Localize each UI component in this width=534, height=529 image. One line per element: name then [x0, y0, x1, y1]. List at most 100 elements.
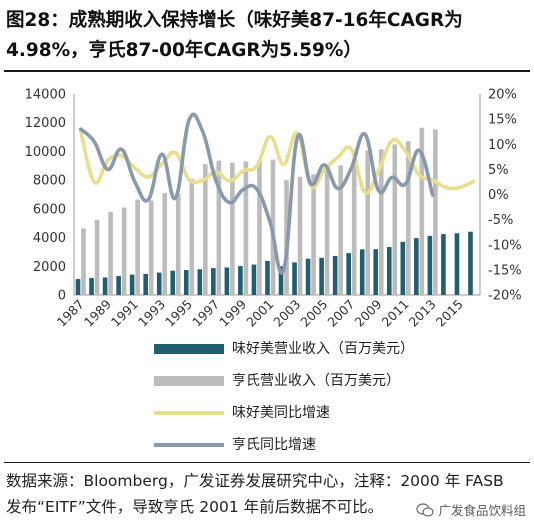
y-right-tick-label: 5% — [488, 163, 509, 178]
x-tick-label: 1997 — [189, 297, 222, 330]
x-tick-label: 2001 — [243, 297, 276, 330]
bar-mccormick-revenue-2012 — [414, 238, 419, 295]
y-right-tick-label: -10% — [488, 238, 522, 253]
bar-mccormick-revenue-1998 — [224, 267, 230, 295]
y-left-tick-label: 10000 — [25, 145, 66, 160]
y-right-tick-label: 20% — [488, 88, 517, 103]
bar-heinz-revenue-1991 — [135, 199, 140, 295]
y-right-tick-label: -5% — [488, 213, 513, 228]
title-rule — [4, 70, 530, 72]
legend-label-mccormick-growth: 味好美同比增速 — [232, 405, 330, 421]
bar-heinz-revenue-2004 — [311, 174, 316, 295]
bar-heinz-revenue-2008 — [365, 150, 371, 295]
y-left-tick-label: 6000 — [33, 202, 66, 217]
bar-mccormick-revenue-2008 — [359, 249, 365, 295]
x-tick-label: 2005 — [297, 297, 330, 330]
y-right-tick-label: 15% — [488, 113, 517, 128]
bar-mccormick-revenue-2013 — [427, 235, 433, 295]
bar-heinz-revenue-1990 — [121, 207, 127, 295]
y-right-tick-label: 10% — [488, 138, 517, 153]
x-tick-label: 2013 — [406, 297, 439, 330]
bar-mccormick-revenue-2003 — [292, 262, 297, 295]
bar-mccormick-revenue-2000 — [251, 264, 257, 295]
bar-heinz-revenue-1994 — [175, 193, 181, 295]
bar-mccormick-revenue-2002 — [278, 266, 284, 295]
figure-title-line1: 图28：成熟期收入保持增长（味好美87-16年CAGR为 — [6, 10, 463, 31]
combo-chart: 0 2000 4000 6000 8000 10000 12000 14000 -20% -15%… — [25, 88, 522, 330]
source-line2: 发布“EITF”文件，导致亨氏 2001 年前后数据不可比。 — [6, 498, 384, 516]
bar-mccormick-revenue-2005 — [319, 257, 324, 295]
legend-swatch-heinz-growth — [154, 443, 224, 447]
bar-heinz-revenue-1987 — [81, 228, 86, 295]
bar-heinz-revenue-2012 — [419, 127, 425, 295]
bar-mccormick-revenue-2001 — [265, 260, 270, 295]
bar-heinz-revenue-1998 — [230, 162, 235, 295]
bar-heinz-revenue-2000 — [257, 160, 262, 295]
source-note: 数据来源：Bloomberg，广发证券发展研究中心，注释：2000 年 FASB… — [6, 468, 530, 520]
source-line1: 数据来源：Bloomberg，广发证券发展研究中心，注释：2000 年 FASB — [6, 472, 504, 490]
chart-axes — [73, 94, 481, 296]
bar-mccormick-revenue-1989 — [102, 277, 108, 295]
bar-mccormick-revenue-2014 — [441, 234, 446, 295]
x-tick-label: 1993 — [135, 297, 168, 330]
bar-heinz-revenue-1996 — [203, 164, 208, 295]
legend-label-mccormick-revenue: 味好美营业收入（百万美元） — [232, 341, 414, 357]
bar-mccormick-revenue-1988 — [89, 278, 94, 295]
bar-mccormick-revenue-1990 — [116, 276, 121, 295]
bar-heinz-revenue-2011 — [406, 141, 411, 295]
line-heinz-growth — [78, 112, 435, 275]
figure-title-line2: 4.98%，亨氏87-00年CAGR为5.59%） — [6, 40, 362, 61]
legend-swatch-mccormick-growth — [154, 411, 224, 415]
bar-heinz-revenue-2003 — [297, 176, 303, 295]
y-left-tick-label: 12000 — [25, 116, 66, 131]
bar-mccormick-revenue-1992 — [143, 273, 148, 295]
legend-swatch-heinz-revenue — [154, 376, 224, 386]
bar-mccormick-revenue-2004 — [305, 258, 311, 295]
bar-mccormick-revenue-1994 — [170, 270, 176, 295]
x-tick-label: 2011 — [379, 297, 412, 330]
bar-mccormick-revenue-2016 — [468, 231, 473, 295]
bar-mccormick-revenue-2010 — [386, 247, 392, 295]
x-tick-label: 1989 — [81, 296, 114, 329]
x-tick-label: 1999 — [216, 296, 249, 329]
x-tick-label: 2003 — [270, 297, 303, 330]
y-right-tick-label: -20% — [488, 289, 522, 304]
legend-label-heinz-growth: 亨氏同比增速 — [232, 437, 316, 453]
legend-label-heinz-revenue: 亨氏营业收入（百万美元） — [232, 373, 400, 389]
bar-mccormick-revenue-1996 — [197, 269, 203, 295]
figure-title: 图28：成熟期收入保持增长（味好美87-16年CAGR为 4.98%，亨氏87-… — [6, 6, 528, 66]
bar-heinz-revenue-1997 — [216, 160, 222, 295]
watermark-text: 广发食品饮料组 — [438, 503, 526, 518]
y-left-tick-label: 4000 — [33, 231, 66, 246]
bar-heinz-revenue-2009 — [378, 149, 384, 295]
watermark: 广发食品饮料组 — [416, 500, 526, 519]
chart-bars — [75, 127, 473, 295]
y-left-tick-label: 8000 — [33, 174, 66, 189]
x-tick-label: 1995 — [162, 297, 195, 330]
bar-mccormick-revenue-1995 — [183, 270, 189, 295]
x-tick-label: 1991 — [108, 297, 141, 330]
x-tick-label: 2009 — [352, 296, 385, 329]
bar-heinz-revenue-2005 — [324, 167, 330, 295]
bar-mccormick-revenue-1997 — [211, 268, 216, 295]
bar-mccormick-revenue-2006 — [332, 255, 338, 295]
bar-heinz-revenue-1989 — [108, 211, 113, 295]
chart-lines — [78, 112, 476, 275]
source-rule — [4, 462, 530, 463]
bar-heinz-revenue-1992 — [148, 200, 154, 295]
bar-mccormick-revenue-2009 — [373, 249, 379, 295]
bar-heinz-revenue-1999 — [243, 161, 249, 295]
y-right-tick-label: -15% — [488, 263, 522, 278]
bar-heinz-revenue-2013 — [433, 129, 438, 295]
bar-heinz-revenue-2006 — [338, 165, 343, 295]
bar-mccormick-revenue-2007 — [346, 253, 351, 295]
y-left-tick-label: 0 — [58, 289, 66, 304]
bar-heinz-revenue-1993 — [162, 193, 168, 295]
bar-mccormick-revenue-1999 — [238, 266, 243, 295]
bar-mccormick-revenue-1991 — [129, 274, 135, 295]
x-tick-label: 2007 — [324, 297, 357, 330]
bar-mccormick-revenue-2015 — [454, 233, 460, 295]
y-right-tick-label: 0% — [488, 188, 509, 203]
bar-heinz-revenue-1988 — [94, 219, 100, 295]
bar-heinz-revenue-2007 — [351, 158, 357, 295]
